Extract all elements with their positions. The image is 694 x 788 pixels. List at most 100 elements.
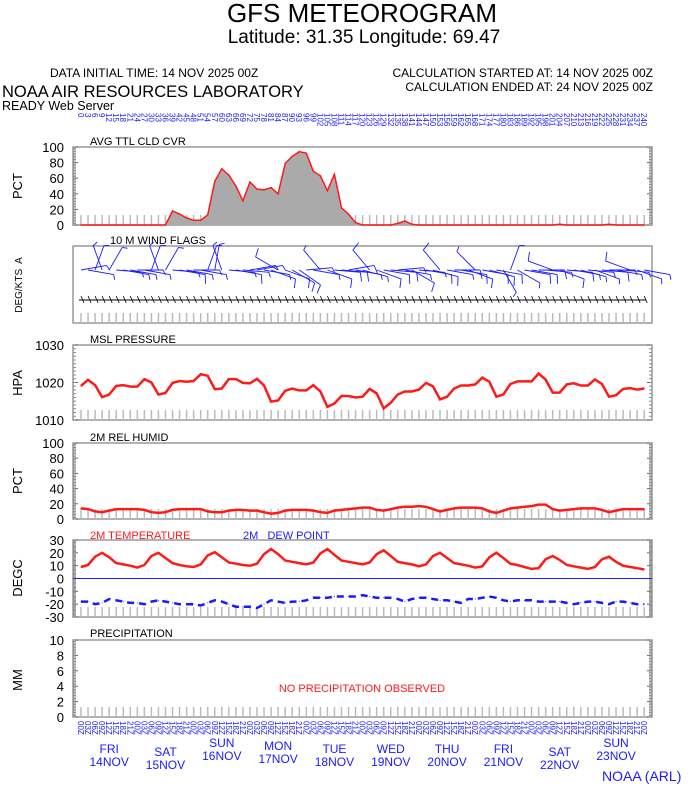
pressure-point (538, 372, 540, 375)
pressure-y-tick-label: 1010 (35, 413, 64, 428)
utc-hour-label: 12Z (611, 721, 620, 735)
dew-point-point (432, 598, 434, 600)
dew-point-point (179, 603, 181, 605)
forecast-hour-label: 120 (358, 113, 367, 127)
humidity-point (488, 510, 490, 512)
pressure-point (425, 382, 427, 384)
wind-flag-barb (338, 274, 341, 280)
wind-speed-mark (94, 295, 99, 304)
wind-flag-staff (390, 269, 417, 273)
wind-speed-mark (524, 295, 528, 304)
temperature-y-tick-label: 20 (50, 546, 64, 561)
forecast-hour-label: 21 (125, 113, 134, 122)
dew-point-point (362, 594, 364, 596)
data-initial-time: DATA INITIAL TIME: 14 NOV 2025 00Z (50, 66, 258, 80)
dew-point-point (383, 597, 385, 599)
wind-panel-title: 10 M WIND FLAGS (110, 235, 206, 247)
dew-point-point (559, 601, 561, 603)
forecast-hour-label: 198 (541, 113, 550, 127)
humidity-point (263, 511, 265, 513)
humidity-point (115, 508, 117, 510)
wind-flag-barb (331, 267, 336, 273)
utc-hour-label: 21Z (294, 721, 303, 735)
temperature-point (150, 555, 152, 557)
cloud-cover-point (326, 189, 329, 192)
wind-flag-barb (430, 274, 432, 280)
temperature-point (256, 563, 258, 565)
temperature-point (467, 565, 469, 567)
humidity-point (214, 511, 216, 513)
wind-speed-mark (545, 295, 550, 304)
wind-speed-mark (221, 295, 226, 304)
wind-flag-staff (334, 269, 361, 273)
humidity-point (615, 510, 617, 512)
temperature-point (249, 565, 251, 567)
temperature-point (439, 552, 441, 554)
cloud-cover-point (361, 224, 364, 226)
utc-hour-label: 06Z (372, 721, 381, 735)
cloud-cover-point (157, 224, 160, 226)
forecast-hour-label: 105 (322, 113, 331, 127)
wind-flag-staff (489, 269, 515, 278)
utc-hour-label: 03Z (83, 721, 92, 735)
forecast-hour-label: 36 (160, 113, 169, 122)
cloud-y-tick-label: 100 (42, 140, 64, 155)
wind-flag-staff (87, 269, 114, 275)
cloud-cover-point (256, 188, 258, 190)
temperature-point (319, 552, 321, 555)
temperature-point (636, 567, 638, 569)
dew-point-point (319, 597, 321, 599)
utc-hour-label: 00Z (76, 721, 85, 735)
humidity-point (305, 509, 307, 511)
pressure-point (129, 386, 131, 388)
wind-flag-barb (669, 274, 672, 280)
utc-hour-label: 06Z (146, 721, 155, 735)
humidity-point (629, 508, 631, 510)
cloud-cover-point (178, 213, 181, 215)
utc-hour-label: 00Z (189, 721, 198, 735)
wind-flag-staff (545, 269, 572, 273)
humidity-panel-title: 2M REL HUMID (90, 432, 168, 444)
humidity-point (87, 508, 89, 510)
wind-flag-barb (613, 272, 616, 278)
wind-speed-mark (510, 295, 514, 304)
wind-speed-mark (355, 295, 359, 304)
utc-hour-label: 09Z (97, 721, 106, 735)
cloud-cover-point (594, 224, 596, 226)
wind-speed-mark (425, 295, 430, 304)
cloud-cover-point (425, 224, 427, 226)
pressure-point (545, 378, 547, 381)
wind-flag-staff (186, 269, 213, 275)
wind-speed-mark (474, 295, 479, 304)
forecast-hour-label: 63 (224, 113, 233, 122)
wind-speed-mark (552, 295, 557, 304)
forecast-hour-label: 240 (639, 113, 648, 127)
dew-point-point (516, 599, 518, 601)
cloud-cover-point (523, 224, 526, 226)
temperature-point (432, 555, 434, 557)
wind-flag-staff (291, 269, 315, 284)
chart-title: GFS METEOROGRAM (227, 0, 497, 28)
utc-hour-label: 09Z (210, 721, 219, 735)
pressure-point (587, 384, 589, 387)
pressure-panel-title: MSL PRESSURE (90, 334, 176, 346)
forecast-hour-label: 126 (372, 113, 381, 127)
wind-flag-barb (155, 274, 158, 280)
dew-point-point (94, 603, 96, 605)
cloud-cover-point (382, 224, 385, 226)
humidity-point (439, 510, 441, 512)
wind-flag-barb (148, 274, 151, 280)
cloud-cover-point (305, 152, 308, 155)
temperature-point (354, 562, 357, 564)
dew-point-point (439, 599, 441, 601)
temperature-point (108, 556, 110, 558)
precip-y-tick-label: 4 (57, 679, 64, 694)
wind-speed-mark (115, 295, 120, 304)
humidity-point (552, 508, 554, 510)
utc-hour-label: 12Z (273, 721, 282, 735)
humidity-point (545, 503, 547, 506)
dew-point-point (355, 595, 357, 597)
temperature-y-tick-label: 30 (50, 533, 64, 548)
wind-speed-mark (129, 295, 134, 304)
pressure-point (242, 382, 244, 384)
